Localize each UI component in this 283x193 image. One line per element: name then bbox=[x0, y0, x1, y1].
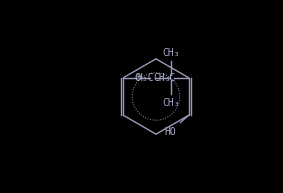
Text: CH₃: CH₃ bbox=[162, 48, 180, 58]
Text: C: C bbox=[168, 73, 174, 83]
Text: HO: HO bbox=[164, 127, 176, 137]
Text: CH₃: CH₃ bbox=[153, 73, 171, 83]
Text: O: O bbox=[135, 73, 141, 83]
Text: H₃C: H₃C bbox=[136, 73, 154, 83]
Text: CH₃: CH₃ bbox=[162, 97, 180, 108]
